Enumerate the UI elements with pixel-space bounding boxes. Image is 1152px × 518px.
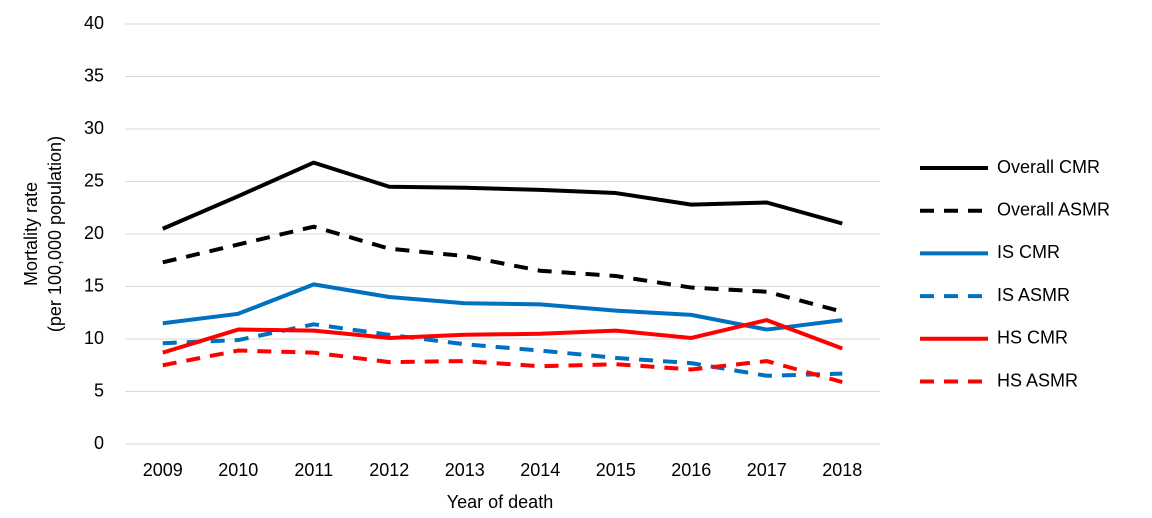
x-tick-label: 2015 bbox=[596, 460, 636, 480]
series-line bbox=[162, 282, 843, 332]
y-tick-label: 30 bbox=[84, 118, 104, 138]
x-tick-label: 2018 bbox=[822, 460, 862, 480]
series-line bbox=[162, 348, 843, 384]
y-tick-label: 25 bbox=[84, 170, 104, 190]
x-tick-label: 2016 bbox=[671, 460, 711, 480]
y-tick-label: 20 bbox=[84, 223, 104, 243]
y-axis-title: (per 100,000 population) bbox=[45, 136, 65, 332]
y-tick-label: 40 bbox=[84, 13, 104, 33]
series-line bbox=[161, 160, 843, 231]
legend-label: HS CMR bbox=[997, 328, 1068, 348]
series-line bbox=[162, 224, 843, 314]
x-tick-label: 2017 bbox=[747, 460, 787, 480]
legend-label: IS ASMR bbox=[997, 285, 1070, 305]
series-line bbox=[162, 322, 843, 378]
y-axis-title: Mortality rate bbox=[21, 182, 41, 286]
x-tick-label: 2011 bbox=[294, 460, 333, 480]
x-tick-label: 2009 bbox=[143, 460, 183, 480]
y-tick-label: 0 bbox=[94, 433, 104, 453]
y-tick-label: 10 bbox=[84, 328, 104, 348]
x-tick-label: 2012 bbox=[369, 460, 409, 480]
x-axis-title: Year of death bbox=[447, 492, 553, 512]
legend-label: Overall ASMR bbox=[997, 199, 1110, 219]
x-tick-label: 2013 bbox=[445, 460, 485, 480]
legend-label: Overall CMR bbox=[997, 157, 1100, 177]
y-tick-label: 35 bbox=[84, 65, 104, 85]
series-line bbox=[162, 318, 843, 355]
x-tick-label: 2010 bbox=[218, 460, 258, 480]
x-tick-label: 2014 bbox=[520, 460, 560, 480]
y-tick-label: 15 bbox=[84, 275, 104, 295]
legend-label: HS ASMR bbox=[997, 370, 1078, 390]
y-tick-label: 5 bbox=[94, 380, 104, 400]
legend-label: IS CMR bbox=[997, 242, 1060, 262]
